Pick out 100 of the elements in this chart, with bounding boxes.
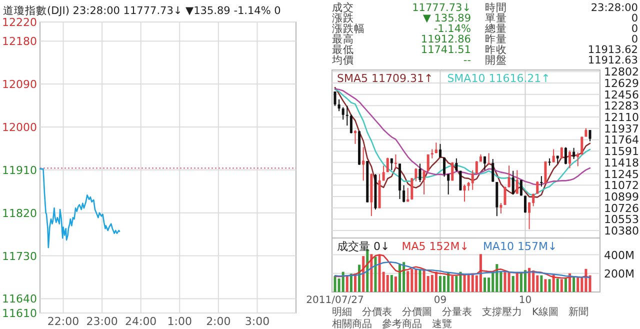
bar (479, 254, 482, 292)
text: 新聞 (568, 306, 589, 318)
candlestick (504, 186, 506, 206)
text: 漲跌 (332, 12, 354, 24)
x-tick-label: 09 (434, 295, 447, 306)
candlestick (520, 180, 522, 196)
bar (455, 276, 458, 292)
x-tick-label: 23:00 (86, 315, 118, 328)
text: 參考商品 (382, 318, 422, 329)
bar (572, 276, 576, 292)
bar (438, 276, 442, 292)
text: 昨收 (485, 44, 507, 56)
candlestick (414, 168, 418, 182)
candlestick (362, 146, 365, 182)
bar (406, 271, 410, 292)
candlestick (512, 170, 514, 195)
y-tick-label: 11072 (604, 179, 639, 192)
bar (430, 274, 434, 292)
y-tick-label: 11937 (604, 122, 639, 136)
bar (414, 268, 418, 292)
y-tick-label: 200M (604, 267, 634, 280)
candlestick (394, 154, 397, 169)
candlestick (560, 146, 563, 159)
candlestick (338, 98, 340, 112)
candlestick (430, 148, 434, 159)
y-tick-label: 10380 (604, 224, 639, 238)
bar (524, 270, 526, 292)
candlestick (382, 165, 385, 182)
candlestick (422, 170, 426, 195)
candlestick (540, 176, 543, 188)
annotation: 成交量 0↓ (337, 240, 390, 253)
candlestick (576, 152, 580, 167)
candlestick (354, 130, 356, 144)
candlestick (443, 157, 446, 178)
candlestick (568, 150, 572, 169)
candlestick (447, 174, 450, 195)
series-label: MA10 157M↓ (482, 240, 558, 253)
bar (484, 278, 486, 292)
y-tick-label: 12220 (2, 16, 37, 29)
bar (443, 276, 446, 292)
text: 成交 (332, 1, 354, 14)
y-tick-label: 10899 (604, 190, 639, 204)
y-tick-label: 11418 (604, 156, 639, 170)
y-tick-label: 10726 (604, 202, 639, 215)
text: 0 (631, 34, 638, 46)
bar (451, 276, 454, 292)
bar (362, 256, 365, 292)
text: 0 (631, 23, 638, 35)
bar (402, 262, 406, 292)
y-tick-label: 11640 (2, 292, 37, 306)
candlestick (410, 178, 414, 200)
text: 開盤 (485, 54, 507, 66)
candlestick (544, 160, 547, 184)
text: 明細 (332, 307, 352, 318)
candlestick (552, 148, 555, 163)
text: 最高 (332, 32, 354, 46)
bar (370, 254, 373, 292)
bar (471, 274, 474, 292)
text: -- (463, 54, 472, 66)
y-tick-label: 12629 (604, 76, 639, 90)
candlestick (386, 157, 389, 173)
y-tick-label: 11730 (2, 250, 37, 263)
text: 均價 (331, 54, 354, 66)
candlestick (580, 136, 584, 155)
candlestick (484, 156, 486, 171)
y-tick-label: 12456 (604, 88, 639, 102)
bar (576, 278, 580, 292)
candlestick (471, 170, 474, 190)
text: 11741.51 (420, 44, 471, 56)
series-label: SMA5 11709.31↑ (337, 72, 434, 85)
line-series (334, 262, 591, 278)
text: 23:28:00 (590, 2, 638, 14)
text: 11777.73↓ (412, 2, 471, 14)
bar (398, 264, 402, 292)
bar (540, 275, 543, 292)
text: K線圖 (532, 307, 559, 318)
bar (496, 264, 498, 292)
candlestick (488, 152, 490, 164)
text: 分量表 (442, 306, 472, 318)
x-tick-label: 1:00 (167, 315, 192, 328)
y-tick-label: 12110 (604, 111, 639, 124)
candlestick (564, 146, 567, 165)
text: 單量 (485, 12, 507, 24)
y-tick-label: 11820 (2, 206, 37, 220)
bar (378, 255, 381, 292)
candlestick (508, 165, 510, 188)
candlestick (342, 106, 344, 120)
bar (410, 268, 414, 292)
y-tick-label: 11245 (604, 168, 639, 181)
x-tick-label: 2011/07/27 (306, 295, 364, 306)
line-series (334, 254, 591, 279)
chart-title: 道瓊指數(DJI) 23:28:00 11777.73↓ ▼135.89 -1.14% 0 (3, 5, 281, 17)
bar (544, 279, 547, 292)
x-tick-label: 10 (518, 295, 532, 306)
y-tick-label: 11910 (2, 164, 37, 177)
bar (394, 276, 397, 292)
candlestick (492, 158, 494, 182)
bar (386, 274, 389, 292)
text: 分價表 (362, 306, 392, 318)
bar (528, 268, 531, 292)
